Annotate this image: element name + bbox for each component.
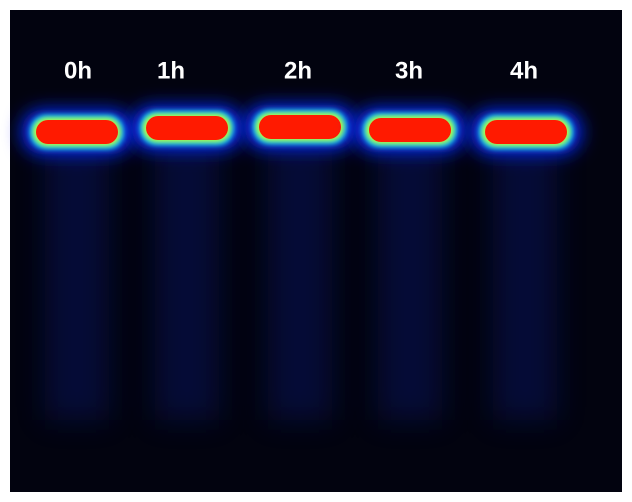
gel-image: 0h 1h 2h 3h 4h — [0, 0, 632, 502]
band — [471, 110, 581, 154]
lane-label: 3h — [395, 57, 423, 84]
lane-label: 4h — [510, 57, 538, 84]
band — [22, 110, 132, 154]
band — [245, 105, 355, 149]
lane-label: 2h — [284, 57, 312, 84]
lane-label: 0h — [64, 57, 92, 84]
band — [355, 108, 465, 152]
lane-label: 1h — [157, 57, 185, 84]
band — [132, 106, 242, 150]
